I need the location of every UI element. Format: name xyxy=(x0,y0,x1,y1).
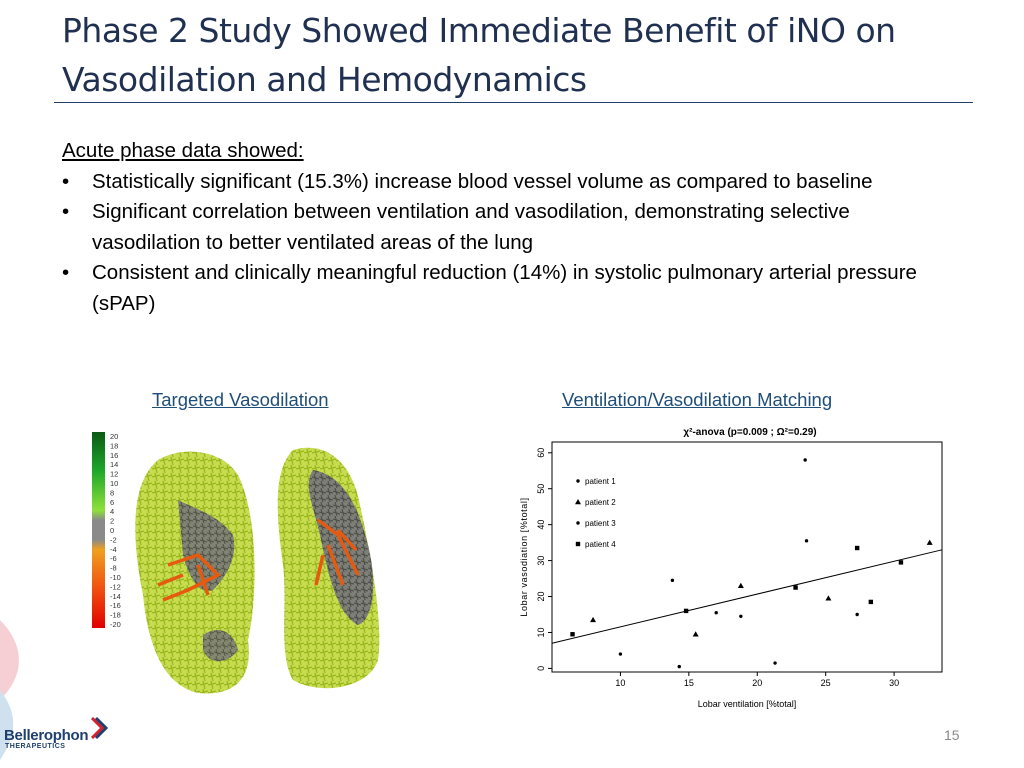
x-tick-label: 10 xyxy=(615,678,625,688)
color-scale-label: 16 xyxy=(110,451,118,460)
x-tick-label: 25 xyxy=(821,678,831,688)
data-point xyxy=(868,599,874,605)
bullet-icon: • xyxy=(62,169,70,193)
lung-vasodilation-image: 20181614121086420-2-4-6-8-10-12-14-16-18… xyxy=(92,432,380,694)
y-tick-label: 20 xyxy=(536,592,546,602)
y-axis-label: Lobar vasodiation [%total] xyxy=(519,497,529,616)
chart-title: χ²-anova (p=0.009 ; Ω²=0.29) xyxy=(683,427,816,438)
regression-line xyxy=(551,549,943,644)
x-axis-label: Lobar ventilation [%total] xyxy=(698,699,797,709)
data-point xyxy=(575,499,581,505)
color-scale-label: 18 xyxy=(110,441,118,450)
slide-title: Phase 2 Study Showed Immediate Benefit o… xyxy=(62,11,896,99)
color-scale-label: -16 xyxy=(110,601,121,610)
y-tick-label: 60 xyxy=(536,448,546,458)
color-scale-label: -12 xyxy=(110,582,121,591)
logo-subtitle: THERAPEUTICS xyxy=(5,743,66,750)
color-scale-label: -14 xyxy=(110,592,121,601)
data-points xyxy=(570,458,933,669)
data-point xyxy=(692,631,699,637)
bullet-list: • Statistically significant (15.3%) incre… xyxy=(62,167,962,320)
data-point xyxy=(898,560,904,565)
bullet-icon: • xyxy=(62,200,70,223)
data-point xyxy=(576,521,580,525)
color-scale-label: 6 xyxy=(110,498,114,507)
data-point xyxy=(804,539,809,543)
x-tick-label: 20 xyxy=(752,678,762,688)
slide-body: Acute phase data showed: • Statistically … xyxy=(62,136,962,319)
bullet-item: • Statistically significant (15.3%) incre… xyxy=(62,167,962,198)
color-scale-label: -10 xyxy=(110,573,121,582)
right-figure-caption[interactable]: Ventilation/Vasodilation Matching xyxy=(562,389,833,410)
data-point xyxy=(570,632,575,637)
x-tick-label: 30 xyxy=(889,678,899,688)
color-scale-label: -20 xyxy=(110,620,121,629)
data-point xyxy=(739,614,743,618)
legend-label: patient 4 xyxy=(585,540,616,549)
bellerophon-logo-graphic xyxy=(0,620,109,760)
color-scale-label: 10 xyxy=(110,479,118,488)
axis-ticks: 10 15 20 25 30 0 10 20 30 40 50 60 xyxy=(536,448,899,688)
bullet-item: • Consistent and clinically meaningful re… xyxy=(62,258,962,319)
data-point xyxy=(618,652,623,656)
color-scale-label: 0 xyxy=(110,526,114,535)
data-point xyxy=(576,479,580,483)
data-point xyxy=(590,616,597,623)
data-point xyxy=(803,458,807,462)
legend-label: patient 1 xyxy=(585,477,616,486)
y-tick-label: 50 xyxy=(536,484,546,494)
color-scale-bar xyxy=(92,432,105,628)
ventilation-vasodilation-scatter-chart: χ²-anova (p=0.009 ; Ω²=0.29) 10 15 20 25 30 0… xyxy=(519,427,943,709)
legend-label: patient 3 xyxy=(585,519,616,528)
bullet-icon: • xyxy=(62,261,70,284)
color-scale-label: -6 xyxy=(110,554,117,563)
color-scale-label: 4 xyxy=(110,507,114,516)
legend-label: patient 2 xyxy=(585,498,616,507)
color-scale-label: -18 xyxy=(110,611,121,620)
color-scale-label: 8 xyxy=(110,488,114,497)
color-scale-label: 14 xyxy=(110,460,118,469)
data-point xyxy=(677,664,681,669)
y-tick-label: 30 xyxy=(536,556,546,566)
body-heading: Acute phase data showed: xyxy=(62,139,304,162)
plot-area xyxy=(551,441,943,673)
bullet-text: Significant correlation between ventilat… xyxy=(92,200,850,254)
data-point xyxy=(825,595,832,601)
chart-legend: patient 1 patient 2 patient 3 patient 4 xyxy=(575,477,616,549)
color-scale-label: -8 xyxy=(110,564,117,573)
x-tick-label: 15 xyxy=(684,678,694,688)
data-point xyxy=(854,545,860,551)
color-scale-label: -4 xyxy=(110,545,117,554)
color-scale-label: 20 xyxy=(110,432,118,441)
data-point xyxy=(855,612,859,617)
color-scale-label: -2 xyxy=(110,535,117,544)
y-tick-label: 10 xyxy=(536,627,546,637)
y-tick-label: 0 xyxy=(536,666,546,671)
data-point xyxy=(737,582,744,588)
logo-wordmark: Bellerophon xyxy=(4,727,89,744)
bullet-item: • Significant correlation between ventila… xyxy=(62,197,962,258)
bullet-text: Consistent and clinically meaningful red… xyxy=(92,261,917,315)
page-number: 15 xyxy=(944,727,960,743)
y-tick-label: 40 xyxy=(536,520,546,530)
data-point xyxy=(773,661,777,665)
data-point xyxy=(714,611,718,615)
data-point xyxy=(670,578,675,583)
color-scale-label: 2 xyxy=(110,517,114,526)
data-point xyxy=(793,585,798,590)
bullet-text: Statistically significant (15.3%) increa… xyxy=(92,169,873,193)
title-divider xyxy=(54,102,973,103)
color-scale-label: 12 xyxy=(110,470,118,479)
data-point xyxy=(575,541,581,547)
data-point xyxy=(926,539,933,545)
left-figure-caption[interactable]: Targeted Vasodilation xyxy=(152,389,329,410)
